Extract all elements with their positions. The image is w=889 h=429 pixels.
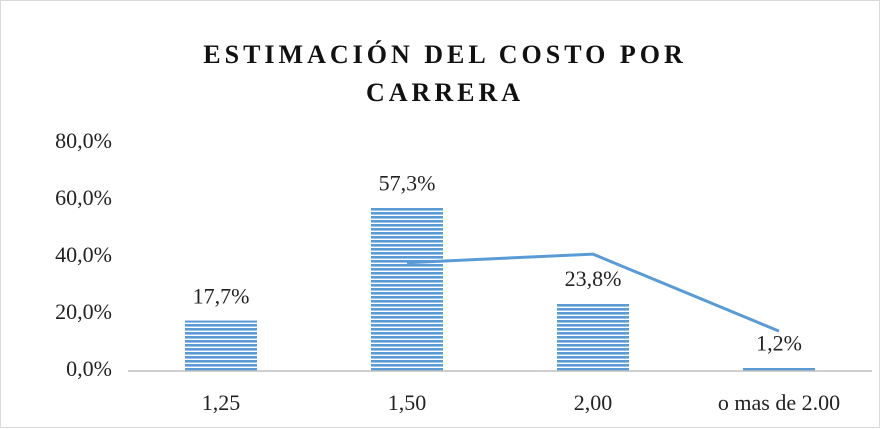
- bar: [557, 303, 629, 371]
- y-tick-label: 40,0%: [55, 242, 112, 267]
- x-tick-label: 1,25: [202, 390, 241, 415]
- bar: [185, 320, 257, 371]
- line: [406, 252, 780, 333]
- bar: [743, 367, 815, 371]
- data-label: 1,2%: [756, 331, 802, 356]
- x-tick-label: 2,00: [574, 390, 613, 415]
- bar: [371, 207, 443, 371]
- y-tick-label: 60,0%: [55, 185, 112, 210]
- data-label: 57,3%: [379, 171, 436, 196]
- x-tick-label: o mas de 2.00: [718, 390, 840, 415]
- chart-title: ESTIMACIÓN DEL COSTO POR CARRERA: [203, 40, 687, 107]
- data-label: 17,7%: [193, 284, 250, 309]
- x-tick-label: 1,50: [388, 390, 427, 415]
- y-tick-label: 20,0%: [55, 299, 112, 324]
- y-tick-label: 80,0%: [55, 128, 112, 153]
- y-tick-label: 0,0%: [66, 356, 112, 381]
- data-label: 23,8%: [565, 266, 622, 291]
